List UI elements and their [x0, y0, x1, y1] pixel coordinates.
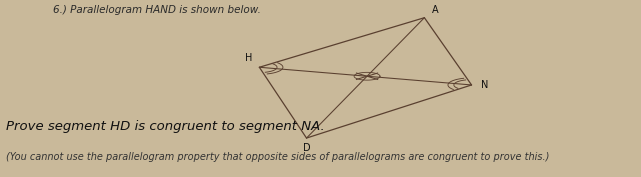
Text: (You cannot use the parallelogram property that opposite sides of parallelograms: (You cannot use the parallelogram proper…	[6, 152, 549, 162]
Text: 6.) Parallelogram HAND is shown below.: 6.) Parallelogram HAND is shown below.	[53, 5, 261, 15]
Text: N: N	[481, 80, 488, 90]
Text: H: H	[245, 53, 253, 62]
Text: D: D	[303, 143, 310, 153]
Text: Prove segment HD is congruent to segment NA.: Prove segment HD is congruent to segment…	[6, 120, 324, 133]
Text: A: A	[431, 5, 438, 15]
